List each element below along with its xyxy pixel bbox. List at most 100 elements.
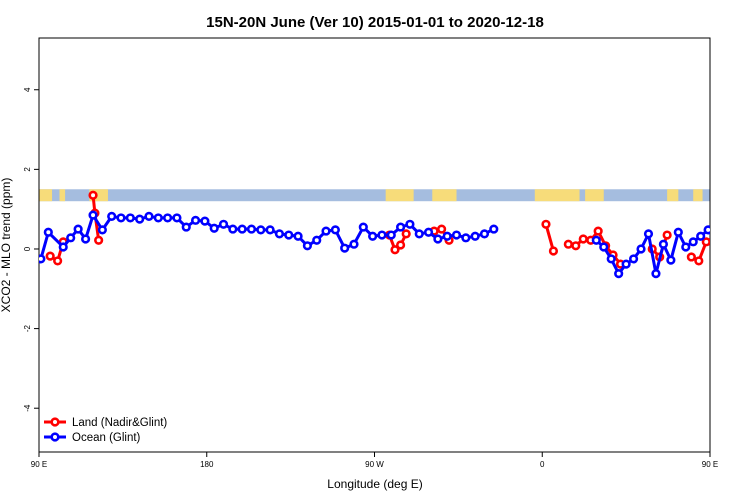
data-point	[377, 230, 387, 240]
x-axis: 90 E 180 90 W 0 90 E	[31, 452, 718, 469]
data-point	[401, 229, 411, 239]
data-point	[606, 254, 616, 264]
land-patch	[534, 189, 580, 202]
data-point	[548, 246, 559, 256]
data-point	[437, 224, 447, 234]
data-point	[727, 228, 734, 235]
data-point	[442, 231, 452, 241]
data-point	[470, 231, 480, 241]
land-patch	[717, 189, 734, 201]
data-point	[349, 239, 359, 249]
data-point	[395, 240, 406, 250]
data-point	[209, 223, 219, 233]
series-layer	[39, 190, 749, 279]
chart-title: 15N-20N June (Ver 10) 2015-01-01 to 2020…	[206, 14, 544, 31]
data-point	[125, 213, 135, 223]
y-tick-label: 2	[23, 167, 32, 172]
data-point	[742, 215, 749, 222]
data-point	[725, 238, 732, 245]
data-point	[181, 222, 191, 232]
data-point	[256, 225, 266, 235]
data-point	[53, 256, 63, 266]
data-point	[94, 235, 104, 245]
data-point	[405, 219, 415, 229]
data-point	[636, 244, 646, 254]
data-point	[43, 227, 53, 237]
y-tick-label: 0	[23, 246, 32, 251]
land-patch	[59, 189, 66, 202]
data-point	[293, 231, 303, 241]
x-tick-label: 0	[540, 460, 545, 469]
data-point	[593, 226, 603, 236]
data-point	[330, 225, 340, 235]
data-point	[433, 234, 443, 244]
data-point	[735, 213, 742, 220]
y-tick-label: -4	[23, 404, 32, 412]
x-tick-label: 180	[200, 460, 214, 469]
data-point	[265, 225, 275, 235]
data-point	[368, 231, 378, 241]
data-point	[390, 245, 400, 255]
x-axis-label: Longitude (deg E)	[327, 477, 422, 491]
data-point	[571, 241, 581, 251]
x-tick-label: 90 E	[702, 460, 718, 469]
data-point	[489, 224, 499, 234]
land-patch	[585, 189, 604, 202]
data-point	[686, 252, 696, 262]
data-point	[712, 237, 719, 244]
data-point	[621, 259, 631, 269]
legend-label: Land (Nadir&Glint)	[72, 417, 167, 429]
data-point	[578, 234, 588, 244]
land-ocean-band	[39, 189, 734, 202]
land-patch	[89, 189, 108, 202]
data-point	[722, 210, 729, 217]
data-point	[701, 237, 710, 247]
data-point	[720, 212, 727, 219]
data-point	[358, 222, 368, 232]
data-point	[80, 234, 91, 244]
data-point	[88, 190, 98, 200]
data-point	[39, 254, 46, 264]
data-point	[73, 224, 83, 234]
data-point	[694, 256, 704, 266]
data-point	[563, 239, 573, 249]
land-patch	[385, 189, 414, 202]
data-point	[479, 229, 490, 239]
data-point	[321, 226, 331, 236]
data-point	[720, 192, 727, 199]
data-point	[666, 255, 676, 265]
data-point	[116, 213, 126, 223]
data-point	[681, 242, 691, 252]
data-point	[172, 213, 182, 223]
data-point	[614, 269, 624, 279]
data-point	[107, 211, 117, 221]
data-point	[461, 233, 471, 243]
x-tick-label: 90 W	[365, 460, 384, 469]
y-axis-label: XCO2 - MLO trend (ppm)	[0, 178, 13, 313]
series-line	[39, 213, 495, 260]
data-point	[246, 224, 257, 234]
series-land-nadir-glint	[45, 190, 732, 269]
x-tick-label: 90 E	[31, 460, 47, 469]
data-point	[628, 254, 639, 264]
data-point	[88, 210, 98, 220]
data-point	[688, 237, 698, 247]
land-patch	[693, 189, 703, 202]
series-line	[723, 195, 729, 241]
data-point	[423, 227, 434, 237]
land-patch	[432, 189, 457, 202]
data-point	[541, 219, 551, 229]
legend: Land (Nadir&Glint) Ocean (Glint)	[44, 417, 167, 444]
data-point	[696, 231, 706, 241]
data-point	[340, 243, 350, 253]
data-point	[274, 229, 285, 239]
data-point	[218, 219, 229, 229]
data-point	[144, 211, 154, 221]
data-point	[66, 233, 76, 243]
data-point	[386, 230, 396, 240]
data-point	[153, 213, 163, 223]
y-tick-label: -2	[23, 324, 32, 332]
data-point	[97, 225, 107, 235]
legend-swatch-marker	[50, 432, 60, 442]
